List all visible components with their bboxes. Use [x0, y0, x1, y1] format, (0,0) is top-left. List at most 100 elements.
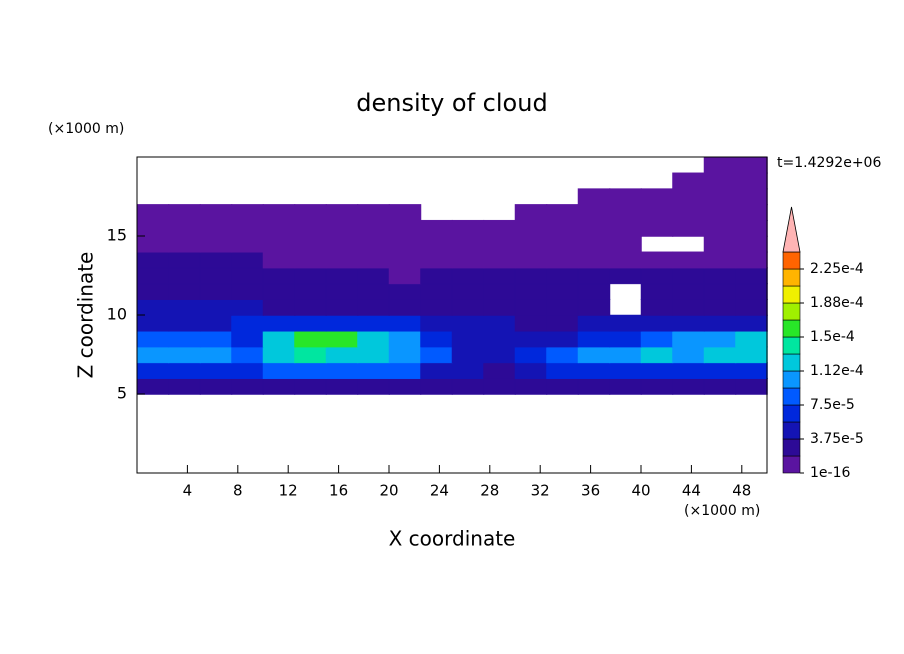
field-cell [577, 188, 611, 206]
field-cell [168, 298, 201, 316]
field-cell [294, 251, 327, 269]
field-cell [262, 235, 296, 253]
field-cell [577, 283, 611, 300]
field-cell [640, 377, 674, 395]
field-cell [609, 346, 642, 364]
field-cell [703, 314, 737, 332]
field-cell [640, 267, 674, 285]
field-cell [136, 267, 170, 285]
field-cell [325, 219, 359, 237]
field-cell [577, 377, 611, 395]
field-cell [735, 362, 768, 379]
field-cell [640, 298, 674, 316]
field-cell [168, 377, 201, 395]
field-cell [451, 314, 485, 332]
x-tick-label: 40 [631, 482, 650, 500]
field-cell [168, 204, 201, 221]
field-cell [514, 346, 548, 364]
field-cell [199, 362, 233, 379]
field-cell [231, 377, 264, 395]
field-cell [735, 314, 768, 332]
field-cell [199, 330, 233, 348]
colorbar-band [782, 455, 801, 474]
field-cell [672, 204, 705, 221]
field-cell [294, 298, 327, 316]
field-cell [294, 314, 327, 332]
field-cell [735, 267, 768, 285]
colorbar-tick-label: 7.5e-5 [810, 397, 855, 413]
field-cell [262, 298, 296, 316]
field-cell [546, 362, 579, 379]
y-tick-label: 15 [107, 226, 127, 245]
field-cell [640, 188, 674, 206]
field-cell [546, 283, 579, 300]
field-cell [199, 298, 233, 316]
field-cell [262, 346, 296, 364]
field-cell [703, 204, 737, 221]
annotation: t=1.4292e+06 [777, 155, 881, 171]
field-cell [451, 346, 485, 364]
field-cell [514, 235, 548, 253]
colorbar-tick-label: 1e-16 [810, 465, 850, 481]
field-cell [672, 314, 705, 332]
field-cell [609, 251, 642, 269]
field-cell [168, 219, 201, 237]
field-cell [388, 346, 422, 364]
field-cell [199, 219, 233, 237]
field-cell [262, 362, 296, 379]
x-tick-label: 28 [480, 482, 499, 500]
field-cell [136, 346, 170, 364]
x-tick-label: 32 [531, 482, 550, 500]
field-cell [672, 362, 705, 379]
colorbar-band [782, 387, 801, 406]
field-cell [514, 314, 548, 332]
field-cell [672, 251, 705, 269]
field-cell [262, 251, 296, 269]
field-cell [168, 314, 201, 332]
field-cell [325, 314, 359, 332]
field-cell [735, 283, 768, 300]
colorbar-band [782, 336, 801, 355]
field-cell [136, 204, 170, 221]
field-cell [735, 346, 768, 364]
field-cell [451, 362, 485, 379]
colorbar-band [782, 370, 801, 389]
field-cell [294, 283, 327, 300]
x-tick-label: 8 [233, 482, 243, 500]
field-cell [420, 219, 453, 237]
field-cell [357, 377, 390, 395]
field-cell [514, 330, 548, 348]
field-cell [357, 251, 390, 269]
field-cell [640, 204, 674, 221]
colorbar-tick-label: 2.25e-4 [810, 261, 864, 277]
field-cell [577, 251, 611, 269]
x-tick-label: 16 [329, 482, 348, 500]
field-cell [388, 314, 422, 332]
field-cell [483, 235, 516, 253]
colorbar-extension [782, 206, 801, 253]
field-cell [168, 362, 201, 379]
field-cell [136, 298, 170, 316]
field-cell [609, 219, 642, 237]
field-cell [546, 204, 579, 221]
field-cell [577, 314, 611, 332]
field-cell [609, 267, 642, 285]
field-cell [703, 346, 737, 364]
colorbar-band [782, 421, 801, 440]
field-cell [136, 283, 170, 300]
field-cell [514, 283, 548, 300]
colorbar-tick-label: 1.88e-4 [810, 295, 864, 311]
field-cell [735, 172, 768, 190]
field-cell [577, 267, 611, 285]
field-cell [483, 362, 516, 379]
field-cell [294, 267, 327, 285]
field-cell [168, 251, 201, 269]
field-cell [640, 219, 674, 237]
field-cell [735, 330, 768, 348]
field-cell [199, 204, 233, 221]
field-cell [546, 314, 579, 332]
field-cell [199, 377, 233, 395]
x-tick-label: 12 [279, 482, 298, 500]
field-cell [420, 235, 453, 253]
